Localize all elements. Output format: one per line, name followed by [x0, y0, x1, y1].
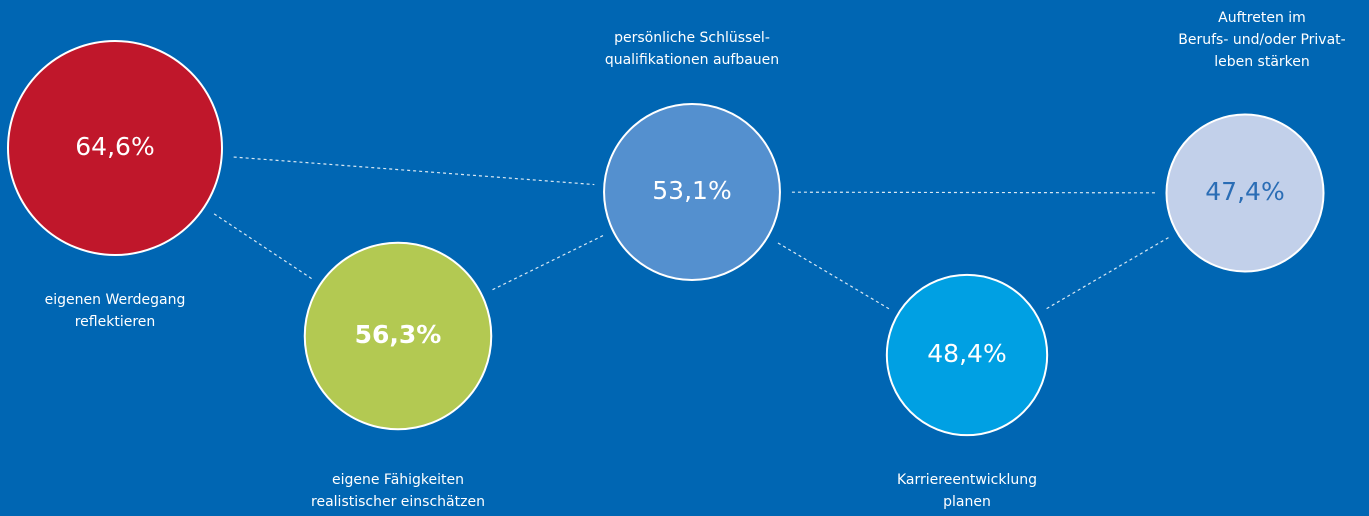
- connector: [492, 234, 605, 291]
- bubble: [603, 103, 781, 281]
- connector: [777, 242, 890, 310]
- category-label: Auftreten im: [1218, 10, 1306, 26]
- connector: [1046, 237, 1169, 310]
- category-label: realistischer einschätzen: [311, 494, 485, 510]
- value-label: 48,4%: [927, 339, 1006, 368]
- bubble: [885, 273, 1049, 437]
- category-label: planen: [943, 494, 991, 510]
- category-label: Karriereentwicklung: [897, 472, 1037, 488]
- category-label: reflektieren: [75, 314, 156, 330]
- value-label: 47,4%: [1205, 177, 1284, 206]
- category-label: persönliche Schlüssel-: [614, 30, 770, 46]
- value-label: 53,1%: [652, 176, 731, 205]
- value-label: 56,3%: [355, 320, 442, 349]
- category-label: eigenen Werdegang: [45, 292, 186, 308]
- bubble: [1165, 113, 1325, 273]
- connector: [213, 213, 313, 280]
- category-label: eigene Fähigkeiten: [332, 472, 464, 488]
- category-label: leben stärken: [1214, 54, 1310, 70]
- category-label: qualifikationen aufbauen: [605, 52, 779, 68]
- bubble: [303, 241, 493, 431]
- connector: [233, 156, 595, 186]
- connector: [791, 191, 1157, 194]
- value-label: 64,6%: [75, 132, 154, 161]
- category-label: Berufs- und/oder Privat-: [1178, 32, 1345, 48]
- bubble: [7, 40, 223, 256]
